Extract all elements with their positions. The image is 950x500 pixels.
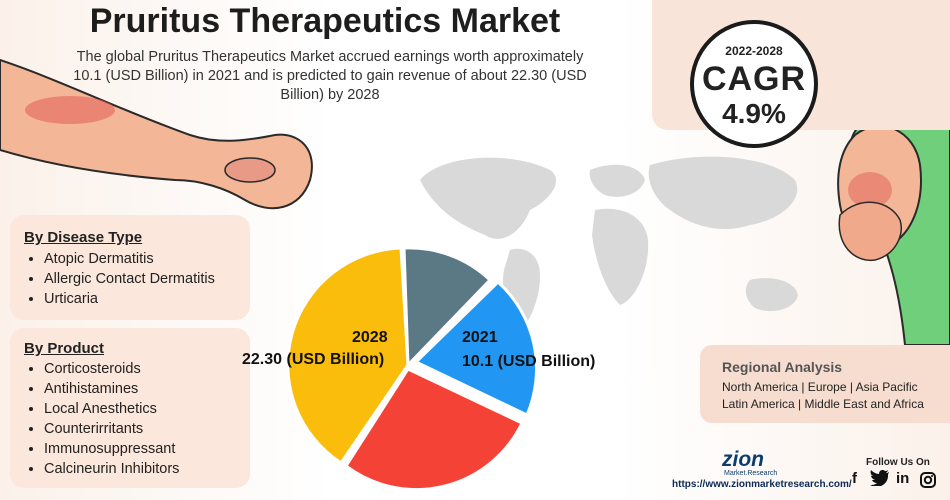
list-item: Atopic Dermatitis xyxy=(44,249,215,269)
scratching-person-illustration xyxy=(837,99,950,345)
cagr-badge: 2022-2028 CAGR 4.9% xyxy=(690,20,818,148)
zion-logo-word: zion xyxy=(722,448,764,471)
linkedin-icon[interactable]: in xyxy=(896,470,910,487)
zion-logo-subtitle: Market.Research xyxy=(724,470,778,477)
pie-label-2021-value: 10.1 (USD Billion) xyxy=(462,353,596,370)
page-title: Pruritus Therapeutics Market xyxy=(89,2,561,40)
regional-analysis-panel: Regional Analysis North America | Europe… xyxy=(700,345,950,423)
zion-logo[interactable]: zion Market.Research xyxy=(722,448,782,478)
list-item: Counterirritants xyxy=(44,419,179,439)
product-title: By Product xyxy=(24,340,105,357)
disease-type-list: Atopic Dermatitis Allergic Contact Derma… xyxy=(10,249,215,309)
list-item: Local Anesthetics xyxy=(44,399,179,419)
pie-label-2021-year: 2021 xyxy=(462,329,498,346)
product-list: Corticosteroids Antihistamines Local Ane… xyxy=(10,359,179,479)
list-item: Allergic Contact Dermatitis xyxy=(44,269,215,289)
pie-slice-slate xyxy=(402,246,493,369)
cagr-label: CAGR xyxy=(701,60,807,98)
list-item: Antihistamines xyxy=(44,379,179,399)
pie-chart xyxy=(288,246,538,492)
list-item: Immunosuppressant xyxy=(44,439,179,459)
pie-slice-yellow xyxy=(288,246,410,466)
website-link[interactable]: https://www.zionmarketresearch.com/ xyxy=(672,479,852,490)
pie-label-2028-value: 22.30 (USD Billion) xyxy=(242,351,385,368)
product-panel: By Product Corticosteroids Antihistamine… xyxy=(10,328,250,488)
pie-label-2028-year: 2028 xyxy=(352,329,388,346)
cagr-value: 4.9% xyxy=(722,98,786,129)
regional-title: Regional Analysis xyxy=(722,359,843,375)
pie-slice-blue xyxy=(413,279,538,418)
page-subtitle: The global Pruritus Therapeutics Market … xyxy=(73,49,587,103)
cagr-years: 2022-2028 xyxy=(725,44,783,58)
instagram-icon[interactable] xyxy=(920,472,936,488)
follow-us-label: Follow Us On xyxy=(866,457,930,468)
disease-type-title: By Disease Type xyxy=(24,229,143,246)
pie-slice-red xyxy=(343,367,525,492)
regional-line-2: Latin America | Middle East and Africa xyxy=(722,397,924,411)
list-item: Calcineurin Inhibitors xyxy=(44,459,179,479)
itchy-arm-illustration xyxy=(0,58,313,210)
regional-line-1: North America | Europe | Asia Pacific xyxy=(722,380,918,394)
world-map-icon xyxy=(420,156,798,335)
disease-type-panel: By Disease Type Atopic Dermatitis Allerg… xyxy=(10,215,250,320)
facebook-icon[interactable]: f xyxy=(852,470,857,487)
list-item: Corticosteroids xyxy=(44,359,179,379)
list-item: Urticaria xyxy=(44,289,215,309)
twitter-icon[interactable] xyxy=(870,470,890,486)
